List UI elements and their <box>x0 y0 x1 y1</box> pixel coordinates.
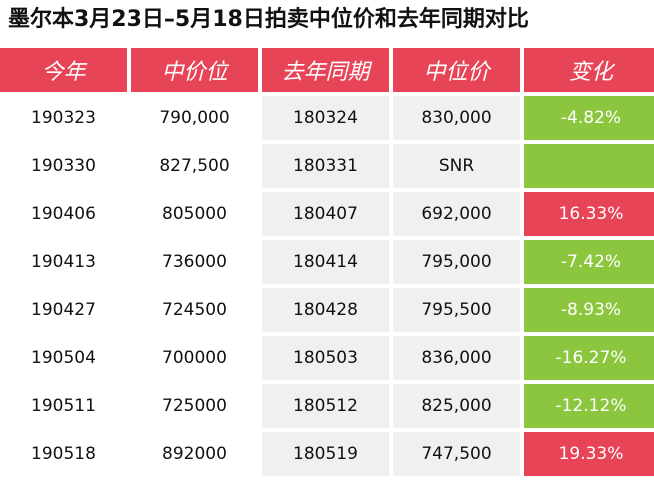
this-year-cell: 190406 <box>31 204 96 224</box>
last-price-cell: 795,000 <box>393 240 520 284</box>
last-price-cell: SNR <box>393 144 520 188</box>
last-year-cell: 180428 <box>262 288 389 332</box>
table-row: 190413 736000 180414 795,000 -7.42% <box>0 240 654 284</box>
last-year-cell: 180331 <box>262 144 389 188</box>
page-title: 墨尔本3月23日–5月18日拍卖中位价和去年同期对比 <box>8 7 529 32</box>
table-row: 190511 725000 180512 825,000 -12.12% <box>0 384 654 428</box>
change-cell: -12.12% <box>524 384 654 428</box>
header-this-year: 今年 <box>0 48 127 92</box>
this-year-cell: 190427 <box>31 300 96 320</box>
change-cell: -7.42% <box>524 240 654 284</box>
this-price-cell: 827,500 <box>159 156 230 176</box>
change-cell: -4.82% <box>524 96 654 140</box>
last-price-cell: 692,000 <box>393 192 520 236</box>
this-price-cell: 790,000 <box>159 108 230 128</box>
last-price-cell: 830,000 <box>393 96 520 140</box>
change-cell: -8.93% <box>524 288 654 332</box>
table-row: 190330 827,500 180331 SNR <box>0 144 654 188</box>
header-this-price: 中价位 <box>131 48 258 92</box>
last-price-cell: 747,500 <box>393 432 520 476</box>
this-year-cell: 190504 <box>31 348 96 368</box>
this-price-cell: 724500 <box>162 300 227 320</box>
change-cell: 16.33% <box>524 192 654 236</box>
table-row: 190427 724500 180428 795,500 -8.93% <box>0 288 654 332</box>
header-last-price: 中位价 <box>393 48 520 92</box>
last-year-cell: 180407 <box>262 192 389 236</box>
change-cell: -16.27% <box>524 336 654 380</box>
this-year-cell: 190330 <box>31 156 96 176</box>
header-row: 今年 中价位 去年同期 中位价 变化 <box>0 48 654 92</box>
this-price-cell: 805000 <box>162 204 227 224</box>
last-year-cell: 180503 <box>262 336 389 380</box>
this-price-cell: 892000 <box>162 444 227 464</box>
header-change: 变化 <box>524 48 654 92</box>
this-price-cell: 736000 <box>162 252 227 272</box>
last-year-cell: 180324 <box>262 96 389 140</box>
last-year-cell: 180414 <box>262 240 389 284</box>
this-price-cell: 700000 <box>162 348 227 368</box>
last-year-cell: 180519 <box>262 432 389 476</box>
table-row: 190504 700000 180503 836,000 -16.27% <box>0 336 654 380</box>
change-cell: 19.33% <box>524 432 654 476</box>
this-year-cell: 190511 <box>31 396 96 416</box>
this-year-cell: 190518 <box>31 444 96 464</box>
this-price-cell: 725000 <box>162 396 227 416</box>
auction-comparison-table: 今年 中价位 去年同期 中位价 变化 190323 790,000 180324 83… <box>0 44 654 480</box>
this-year-cell: 190323 <box>31 108 96 128</box>
table-row: 190323 790,000 180324 830,000 -4.82% <box>0 96 654 140</box>
table-row: 190518 892000 180519 747,500 19.33% <box>0 432 654 476</box>
change-cell <box>524 144 654 188</box>
last-price-cell: 795,500 <box>393 288 520 332</box>
header-last-year: 去年同期 <box>262 48 389 92</box>
last-price-cell: 836,000 <box>393 336 520 380</box>
this-year-cell: 190413 <box>31 252 96 272</box>
last-price-cell: 825,000 <box>393 384 520 428</box>
table-row: 190406 805000 180407 692,000 16.33% <box>0 192 654 236</box>
last-year-cell: 180512 <box>262 384 389 428</box>
